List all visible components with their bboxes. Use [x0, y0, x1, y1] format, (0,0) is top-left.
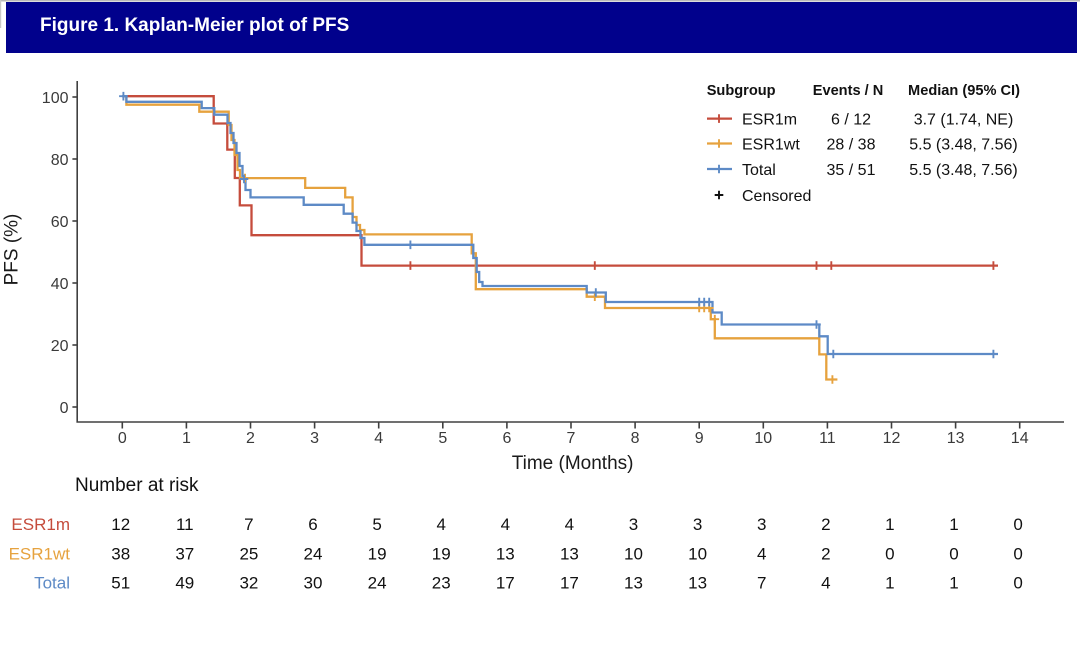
svg-text:7: 7	[757, 574, 766, 593]
svg-text:1: 1	[885, 574, 894, 593]
svg-text:Time (Months): Time (Months)	[512, 453, 634, 474]
svg-text:0: 0	[1013, 545, 1022, 564]
svg-text:9: 9	[695, 430, 704, 447]
svg-text:6: 6	[308, 515, 317, 534]
svg-text:0: 0	[949, 545, 958, 564]
svg-text:23: 23	[432, 574, 451, 593]
svg-text:17: 17	[496, 574, 515, 593]
svg-text:1: 1	[949, 515, 958, 534]
svg-text:8: 8	[631, 430, 640, 447]
svg-text:40: 40	[51, 276, 69, 293]
svg-text:3: 3	[693, 515, 702, 534]
svg-text:13: 13	[560, 545, 579, 564]
svg-text:25: 25	[239, 545, 258, 564]
svg-text:30: 30	[304, 574, 323, 593]
svg-text:ESR1m: ESR1m	[742, 112, 797, 129]
svg-text:4: 4	[565, 515, 574, 534]
svg-text:0: 0	[1013, 574, 1022, 593]
svg-text:6: 6	[502, 430, 511, 447]
svg-text:4: 4	[501, 515, 510, 534]
svg-text:3: 3	[310, 430, 319, 447]
svg-text:10: 10	[688, 545, 707, 564]
svg-text:13: 13	[688, 574, 707, 593]
svg-text:28 / 38: 28 / 38	[827, 137, 876, 154]
svg-text:19: 19	[368, 545, 387, 564]
svg-text:2: 2	[821, 545, 830, 564]
svg-text:5: 5	[372, 515, 381, 534]
svg-text:4: 4	[436, 515, 445, 534]
svg-text:35 / 51: 35 / 51	[827, 162, 876, 179]
svg-text:2: 2	[821, 515, 830, 534]
svg-text:Number at risk: Number at risk	[75, 475, 199, 496]
svg-text:80: 80	[51, 152, 69, 169]
svg-text:60: 60	[51, 214, 69, 231]
svg-text:0: 0	[885, 545, 894, 564]
svg-text:3.7 (1.74, NE): 3.7 (1.74, NE)	[914, 112, 1014, 129]
svg-text:ESR1m: ESR1m	[11, 515, 70, 534]
svg-text:0: 0	[1013, 515, 1022, 534]
svg-text:1: 1	[182, 430, 191, 447]
svg-text:20: 20	[51, 338, 69, 355]
svg-text:Censored: Censored	[742, 188, 811, 205]
svg-text:13: 13	[496, 545, 515, 564]
svg-text:Figure 1. Kaplan-Meier plot of: Figure 1. Kaplan-Meier plot of PFS	[40, 15, 349, 36]
svg-text:38: 38	[111, 545, 130, 564]
svg-text:ESR1wt: ESR1wt	[9, 545, 71, 564]
svg-text:12: 12	[883, 430, 901, 447]
svg-text:12: 12	[111, 515, 130, 534]
svg-text:17: 17	[560, 574, 579, 593]
svg-text:51: 51	[111, 574, 130, 593]
svg-text:11: 11	[819, 430, 836, 447]
svg-text:Median (95% CI): Median (95% CI)	[908, 83, 1020, 99]
svg-text:Total: Total	[34, 574, 70, 593]
svg-text:Total: Total	[742, 162, 776, 179]
svg-text:5.5 (3.48, 7.56): 5.5 (3.48, 7.56)	[909, 137, 1018, 154]
svg-text:7: 7	[244, 515, 253, 534]
svg-text:7: 7	[567, 430, 576, 447]
svg-text:3: 3	[629, 515, 638, 534]
svg-text:5.5 (3.48, 7.56): 5.5 (3.48, 7.56)	[909, 162, 1018, 179]
svg-text:Subgroup: Subgroup	[707, 83, 776, 99]
svg-text:10: 10	[624, 545, 643, 564]
svg-text:4: 4	[821, 574, 830, 593]
svg-text:PFS (%): PFS (%)	[2, 214, 23, 286]
svg-text:0: 0	[118, 430, 127, 447]
svg-text:13: 13	[947, 430, 965, 447]
svg-text:4: 4	[374, 430, 383, 447]
svg-text:3: 3	[757, 515, 766, 534]
svg-text:2: 2	[246, 430, 255, 447]
svg-text:0: 0	[60, 400, 69, 417]
svg-text:11: 11	[176, 515, 194, 534]
svg-text:49: 49	[175, 574, 194, 593]
svg-text:4: 4	[757, 545, 766, 564]
svg-text:1: 1	[885, 515, 894, 534]
svg-text:24: 24	[304, 545, 323, 564]
svg-text:13: 13	[624, 574, 643, 593]
svg-text:ESR1wt: ESR1wt	[742, 137, 800, 154]
svg-text:Events / N: Events / N	[813, 83, 884, 99]
svg-text:6 / 12: 6 / 12	[831, 112, 871, 129]
svg-text:100: 100	[42, 90, 69, 107]
svg-text:14: 14	[1011, 430, 1029, 447]
svg-text:19: 19	[432, 545, 451, 564]
svg-text:32: 32	[239, 574, 258, 593]
svg-text:37: 37	[175, 545, 194, 564]
svg-text:24: 24	[368, 574, 387, 593]
svg-text:5: 5	[438, 430, 447, 447]
svg-text:1: 1	[949, 574, 958, 593]
svg-text:10: 10	[754, 430, 772, 447]
